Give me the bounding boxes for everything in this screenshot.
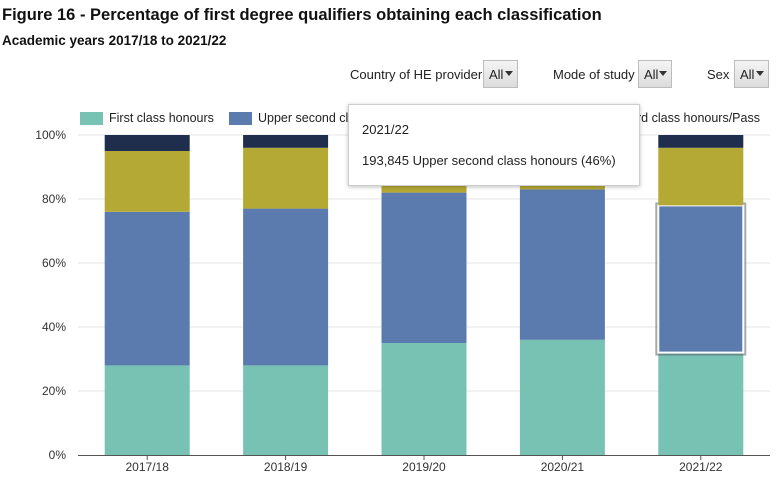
x-tick-label: 2018/19	[264, 460, 308, 474]
bar-segment[interactable]	[519, 189, 605, 340]
chevron-down-icon	[505, 71, 513, 76]
bar-segment[interactable]	[243, 135, 329, 148]
chart-legend: First class honours Upper second cla rd …	[0, 110, 777, 130]
y-tick-label: 40%	[42, 320, 66, 334]
y-tick-label: 20%	[42, 384, 66, 398]
chevron-down-icon	[756, 71, 764, 76]
legend-swatch	[80, 112, 103, 125]
country-select[interactable]: All	[483, 60, 518, 88]
legend-label: Upper second cla	[258, 111, 356, 125]
bar-segment[interactable]	[104, 211, 190, 366]
tooltip-value: 193,845 Upper second class honours (46%)	[362, 153, 616, 168]
bar-segment[interactable]	[243, 365, 329, 455]
x-tick-label: 2019/20	[402, 460, 446, 474]
legend-label: rd class honours/Pass	[637, 111, 760, 125]
bar-segment[interactable]	[657, 204, 745, 354]
y-tick-label: 80%	[42, 192, 66, 206]
bar-segment[interactable]	[243, 208, 329, 366]
bar-segment[interactable]	[104, 151, 190, 212]
tooltip-category: 2021/22	[362, 122, 409, 137]
sex-select[interactable]: All	[734, 60, 769, 88]
bar-segment[interactable]	[104, 365, 190, 455]
bar-segment[interactable]	[658, 147, 744, 206]
bar-segment[interactable]	[519, 339, 605, 455]
filter-label-sex: Sex	[707, 67, 730, 82]
bar-segment[interactable]	[104, 135, 190, 151]
x-tick-label: 2017/18	[126, 460, 170, 474]
chart-tooltip: 2021/22 193,845 Upper second class honou…	[348, 104, 640, 186]
filter-label-country: Country of HE provider	[350, 67, 483, 82]
mode-select[interactable]: All	[638, 60, 672, 88]
bar-segment[interactable]	[658, 352, 744, 455]
chevron-down-icon	[659, 71, 667, 76]
filter-bar: Country of HE provider All Mode of study…	[0, 60, 777, 90]
filter-label-mode: Mode of study	[553, 67, 635, 82]
bar-segment[interactable]	[381, 343, 467, 455]
bar-segment[interactable]	[381, 192, 467, 343]
legend-label: First class honours	[109, 111, 214, 125]
chart-title: Figure 16 - Percentage of first degree q…	[2, 6, 602, 24]
bar-segment[interactable]	[243, 147, 329, 209]
mode-select-value: All	[644, 67, 659, 82]
y-tick-label: 100%	[35, 128, 66, 142]
chart-subtitle: Academic years 2017/18 to 2021/22	[2, 33, 227, 48]
sex-select-value: All	[740, 67, 755, 82]
bar-segment[interactable]	[658, 135, 744, 148]
x-tick-label: 2020/21	[541, 460, 585, 474]
x-tick-label: 2021/22	[679, 460, 723, 474]
legend-swatch	[229, 112, 252, 125]
y-tick-label: 0%	[49, 448, 67, 462]
y-tick-label: 60%	[42, 256, 66, 270]
country-select-value: All	[489, 67, 504, 82]
